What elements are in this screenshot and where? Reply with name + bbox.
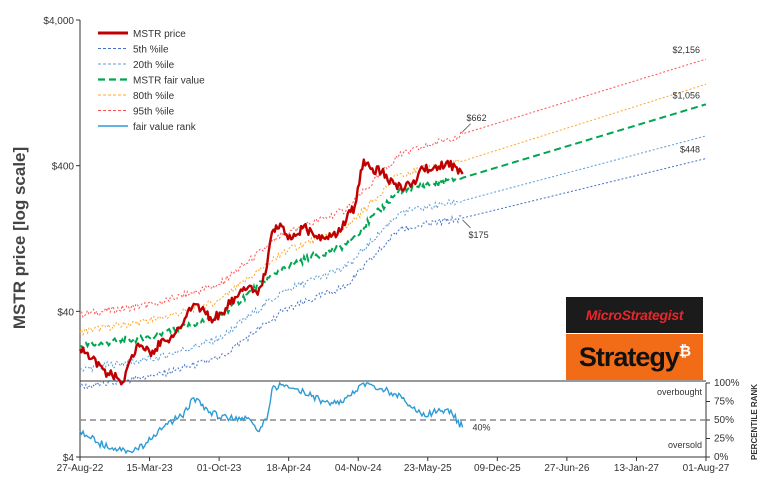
y-tick-label: $4,000 — [43, 16, 74, 27]
legend-label-p5: 5th %ile — [133, 45, 169, 56]
p5-annotation-label: $175 — [469, 230, 489, 240]
forecast-end-label: $448 — [680, 144, 700, 154]
strategy-logo: Strategy₿ — [566, 334, 703, 380]
logo-top-text: MicroStrategist — [585, 307, 684, 323]
x-tick-label: 01-Aug-27 — [683, 463, 730, 474]
rank-series-line — [79, 381, 464, 455]
x-tick-label: 09-Dec-25 — [474, 463, 521, 474]
x-tick-label: 04-Nov-24 — [335, 463, 382, 474]
legend-label-price: MSTR price — [133, 29, 186, 40]
rank-tick-label: 75% — [714, 397, 734, 408]
x-tick-label: 01-Oct-23 — [197, 463, 242, 474]
p20-series-line — [79, 135, 707, 373]
p95-series-line — [79, 58, 707, 318]
x-tick-label: 13-Jan-27 — [614, 463, 659, 474]
rank-tick-label: 0% — [714, 452, 729, 463]
y-tick-label: $40 — [57, 307, 74, 318]
oversold-label: oversold — [668, 440, 702, 450]
p95-annotation-label: $662 — [467, 113, 487, 123]
y-tick-label: $400 — [52, 162, 75, 173]
x-tick-label: 27-Jun-26 — [544, 463, 589, 474]
legend-label-fair: MSTR fair value — [133, 76, 205, 87]
y-tick-label: $4 — [63, 453, 75, 464]
x-tick-label: 18-Apr-24 — [266, 463, 311, 474]
legend-label-rank: fair value rank — [133, 122, 197, 133]
rank-tick-label: 100% — [714, 378, 740, 389]
price-series-line — [78, 158, 464, 386]
overbought-label: overbought — [657, 387, 703, 397]
p5-series-line — [79, 158, 707, 390]
p80-series-line — [79, 83, 707, 337]
y-axis-title: MSTR price [log scale] — [10, 147, 29, 329]
plot-area: $4 $40 $400 $4,000 27-Aug-22 15-Mar-23 01-Oct-… — [43, 16, 739, 474]
annotation-leader — [462, 123, 471, 133]
rank-axis-title: PERCENTILE RANK — [750, 384, 759, 460]
logo-bottom-word: Strategy — [578, 341, 680, 372]
forecast-end-label: $1,056 — [672, 90, 700, 100]
legend-label-p80: 80th %ile — [133, 91, 175, 102]
rank-tick-label: 50% — [714, 415, 734, 426]
x-tick-label: 23-May-25 — [404, 463, 452, 474]
rank-annotation-label: 40% — [473, 422, 491, 432]
forecast-end-label: $2,156 — [672, 45, 700, 55]
microstrategist-logo: MicroStrategist — [566, 297, 703, 333]
logo-bottom-text: Strategy₿ — [578, 341, 691, 373]
legend: MSTR price 5th %ile 20th %ile MSTR fair val… — [98, 29, 205, 133]
legend-label-p20: 20th %ile — [133, 60, 175, 71]
rank-tick-label: 25% — [714, 434, 734, 445]
logo-bitcoin-symbol: ₿ — [678, 342, 691, 360]
x-tick-label: 27-Aug-22 — [57, 463, 104, 474]
legend-label-p95: 95th %ile — [133, 107, 175, 118]
annotation-leader — [462, 219, 471, 229]
fair-series-line — [79, 103, 707, 352]
x-tick-label: 15-Mar-23 — [126, 463, 173, 474]
